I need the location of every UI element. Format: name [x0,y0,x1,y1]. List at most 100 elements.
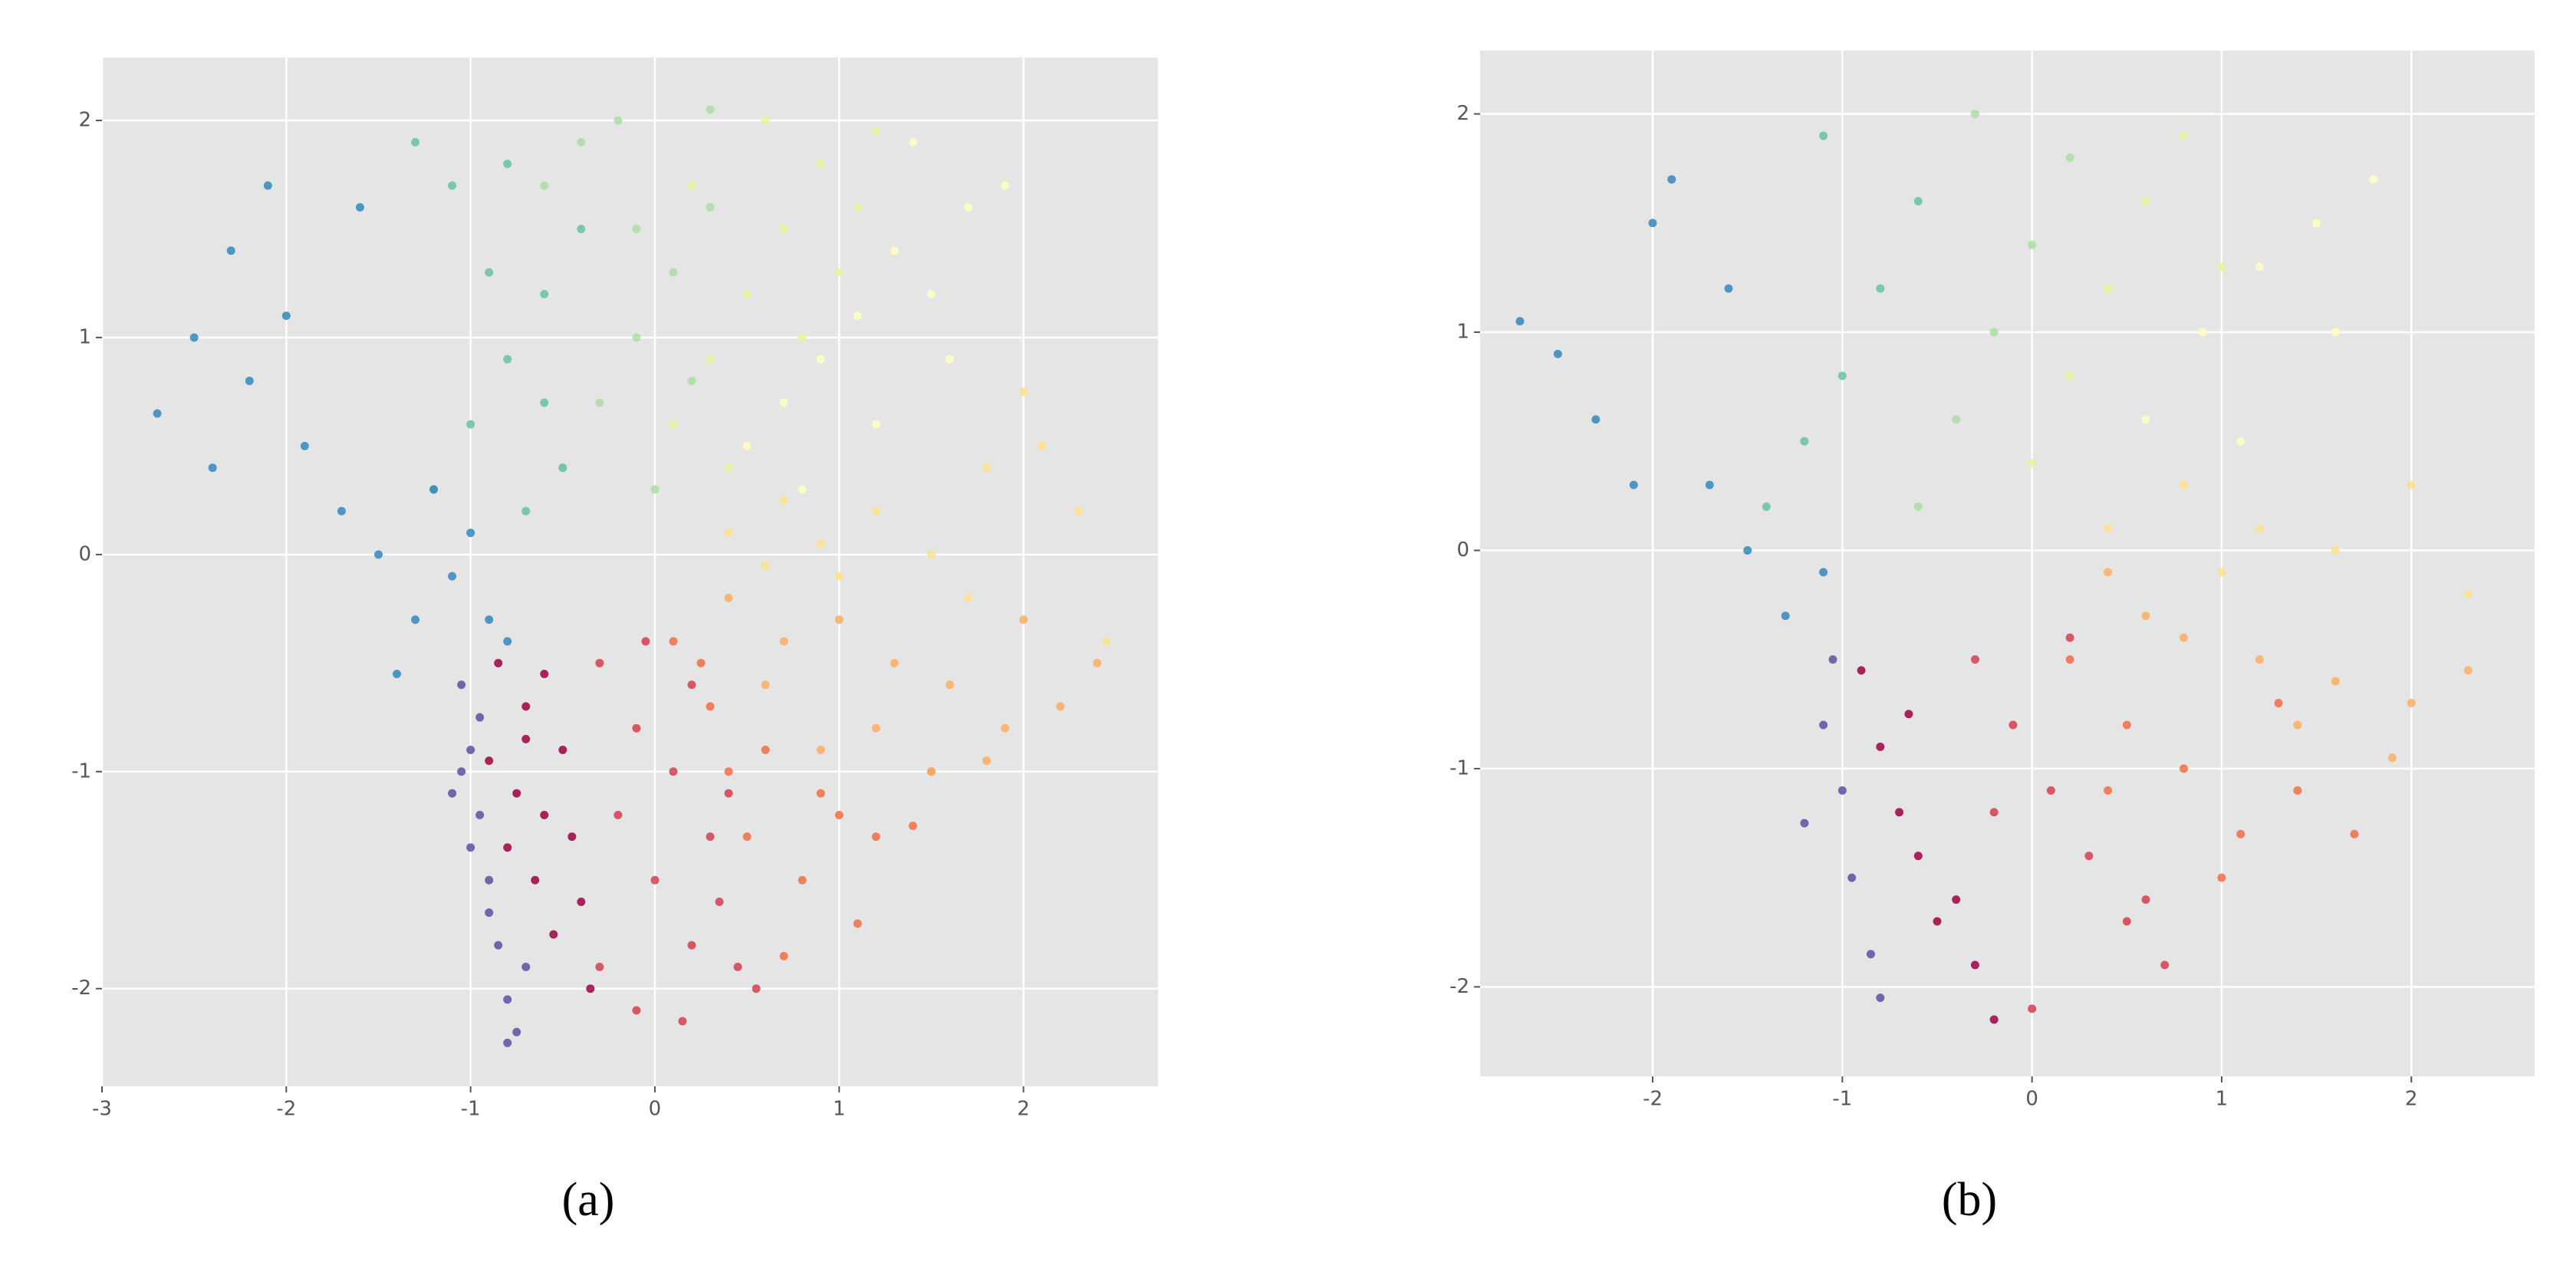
point [577,898,586,907]
x-tick-label: -1 [1832,1088,1852,1111]
point [1056,702,1065,711]
point [448,789,457,798]
point [2463,589,2472,598]
x-tick-label: -2 [1643,1088,1663,1111]
point [485,756,494,766]
x-tick-label: 1 [833,1098,846,1121]
point [724,789,733,798]
point [2065,655,2074,664]
point [963,203,972,212]
point [1913,852,1923,861]
point [706,105,715,114]
point [2141,196,2150,206]
point [2179,633,2188,642]
point [393,669,402,678]
point [687,377,696,386]
point [2084,852,2094,861]
point [503,160,512,169]
point [466,420,475,429]
x-tick-label: -3 [92,1098,112,1121]
point [798,333,807,342]
point [586,984,595,993]
point [1629,480,1638,489]
point [890,246,899,255]
point [834,615,844,624]
x-tick-label: 0 [2025,1088,2038,1111]
point [2104,786,2113,795]
point [1837,371,1847,381]
point [871,127,880,136]
point [475,810,485,819]
point [1866,950,1875,959]
point [1553,349,1562,358]
point [2141,611,2150,621]
point [706,354,715,364]
point [1933,917,1942,926]
point [696,658,706,667]
point [1019,615,1028,624]
point [724,463,733,473]
point [871,506,880,516]
point [715,898,724,907]
point [373,550,383,559]
point [706,702,715,711]
point [1847,873,1857,882]
point [2104,284,2113,293]
point [2028,459,2037,468]
y-tick-label: -2 [71,977,91,1000]
point [521,962,531,971]
point [1989,328,1999,337]
point [724,529,733,538]
point [540,398,549,407]
point [540,669,549,678]
point [448,572,457,581]
point [871,723,880,733]
point [1800,819,1809,828]
point [963,593,972,602]
point [2331,545,2340,555]
point [687,181,696,190]
point [2141,895,2150,904]
y-tick-label: 2 [78,109,91,132]
point [475,713,485,722]
point [2255,655,2264,664]
point [485,615,494,624]
point [798,485,807,494]
point [687,680,696,690]
point [779,637,788,646]
point [1001,181,1010,190]
point [2198,328,2207,337]
point [890,658,899,667]
y-tick-label: -2 [1449,975,1469,998]
point [1828,655,1837,664]
point [2463,666,2472,675]
point [429,485,439,494]
point [503,995,512,1004]
x-tick-label: -2 [276,1098,296,1121]
point [2236,829,2245,839]
point [2236,437,2245,446]
point [2293,786,2302,795]
point [503,354,512,364]
point [2217,873,2226,882]
point [706,832,715,842]
point [1762,502,1771,512]
point [558,463,568,473]
point [1102,637,1111,646]
point [982,756,992,766]
point [1857,666,1866,675]
point [761,745,770,754]
point [245,377,254,386]
point [540,181,549,190]
point [494,658,503,667]
point [761,680,770,690]
point [1989,808,1999,817]
point [2255,524,2264,533]
point [816,745,825,754]
point [503,843,512,852]
point [457,767,466,776]
point [531,875,540,885]
point [779,398,788,407]
y-tick-label: 0 [78,542,91,565]
